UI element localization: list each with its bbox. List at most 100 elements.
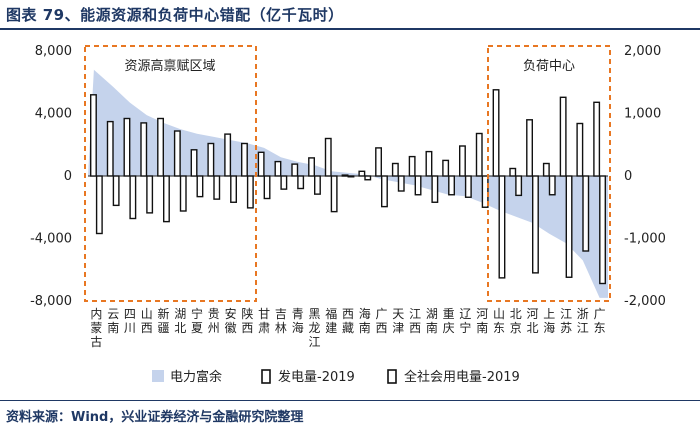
category-label: 贵 <box>208 307 220 321</box>
highlight-box-resource <box>84 45 257 302</box>
bar-generation <box>140 122 148 177</box>
bar-generation <box>324 137 332 177</box>
legend-label-surplus: 电力富余 <box>170 369 222 385</box>
bar-generation <box>358 170 366 177</box>
bar-generation <box>224 133 232 177</box>
category-label: 辽 <box>459 307 471 321</box>
bar-consumption <box>431 175 439 203</box>
bar-consumption <box>95 175 103 235</box>
category-label: 宁 <box>459 320 471 335</box>
bar-generation <box>492 89 500 177</box>
category-label: 古 <box>90 334 102 349</box>
bar-consumption <box>364 175 372 181</box>
category-label: 西 <box>409 321 421 335</box>
bar-consumption <box>347 175 355 178</box>
bar-generation <box>341 174 349 177</box>
bar-consumption <box>599 175 606 285</box>
bar-generation <box>542 162 550 177</box>
bar-consumption <box>498 175 506 279</box>
bar-generation <box>291 163 299 177</box>
category-label: 徽 <box>225 320 237 335</box>
category-label: 河 <box>526 307 538 321</box>
bar-consumption <box>179 175 187 212</box>
bar-consumption <box>448 175 455 196</box>
bar-generation <box>509 167 517 177</box>
category-label: 青 <box>292 307 304 321</box>
bar-generation <box>526 119 533 177</box>
category-label: 南 <box>426 320 438 335</box>
bar-generation <box>593 101 601 177</box>
bar-generation <box>207 142 215 177</box>
category-label: 吉 <box>275 307 287 321</box>
category-label: 苏 <box>560 321 572 335</box>
bar-generation <box>391 162 399 177</box>
category-label: 宁 <box>191 306 203 321</box>
bar-generation <box>274 160 282 177</box>
bar-consumption <box>532 175 539 274</box>
bar-consumption <box>146 175 154 214</box>
bar-generation <box>123 117 131 177</box>
bar-generation <box>173 130 181 177</box>
bar-consumption <box>246 175 254 209</box>
category-label: 庆 <box>443 321 455 335</box>
bar-generation <box>190 149 198 177</box>
category-label: 东 <box>594 321 606 335</box>
category-label: 陕 <box>241 306 253 321</box>
bar-consumption <box>481 175 489 208</box>
category-label: 四 <box>124 307 136 321</box>
category-label: 京 <box>510 321 522 335</box>
category-label: 南 <box>476 320 488 335</box>
bar-consumption <box>582 175 590 252</box>
category-label: 上 <box>543 307 555 321</box>
right-tick-label: 1,000 <box>624 107 661 122</box>
category-label: 湖 <box>174 306 186 321</box>
legend-swatch-consumption <box>387 369 397 384</box>
category-label: 南 <box>359 320 371 335</box>
category-label: 北 <box>174 321 186 335</box>
category-label: 广 <box>375 307 387 321</box>
category-label: 西 <box>375 321 387 335</box>
bar-consumption <box>330 175 338 213</box>
bar-consumption <box>230 175 238 203</box>
right-tick-label: 2,000 <box>624 44 661 59</box>
category-label: 海 <box>543 320 555 335</box>
bar-generation <box>106 120 114 177</box>
category-label: 州 <box>208 321 220 335</box>
category-label: 福 <box>325 306 337 321</box>
category-label: 江 <box>409 307 421 321</box>
bar-generation <box>442 159 450 177</box>
category-label: 藏 <box>342 321 354 335</box>
annotation-resource: 资源高禀赋区域 <box>124 58 215 74</box>
category-label: 西 <box>342 307 354 321</box>
category-label: 江 <box>308 335 320 349</box>
bar-generation <box>559 96 567 177</box>
bar-consumption <box>314 175 321 195</box>
bar-generation <box>308 157 315 177</box>
bar-generation <box>89 94 97 177</box>
legend-label-consumption: 全社会用电量-2019 <box>404 369 520 385</box>
bar-generation <box>240 142 248 177</box>
category-label: 江 <box>577 321 589 335</box>
left-tick-label: 4,000 <box>35 107 72 122</box>
category-label: 新 <box>157 306 169 321</box>
legend-swatch-surplus <box>152 370 164 382</box>
bar-consumption <box>381 175 388 208</box>
category-label: 北 <box>526 321 538 335</box>
category-label: 甘 <box>258 307 270 321</box>
bar-consumption <box>464 175 472 198</box>
bar-consumption <box>565 175 573 278</box>
bar-generation <box>425 150 433 177</box>
bar-generation <box>576 122 584 177</box>
category-label: 南 <box>107 320 119 335</box>
category-label: 云 <box>107 307 119 321</box>
bar-generation <box>157 117 165 177</box>
bar-consumption <box>548 175 556 196</box>
bar-consumption <box>112 175 120 207</box>
category-label: 建 <box>325 321 337 335</box>
source-note: 资料来源：Wind，兴业证券经济与金融研究院整理 <box>6 410 304 425</box>
title-rule <box>0 28 700 30</box>
category-label: 疆 <box>157 321 169 335</box>
category-label: 黑 <box>308 307 320 321</box>
category-label: 蒙 <box>90 321 102 335</box>
